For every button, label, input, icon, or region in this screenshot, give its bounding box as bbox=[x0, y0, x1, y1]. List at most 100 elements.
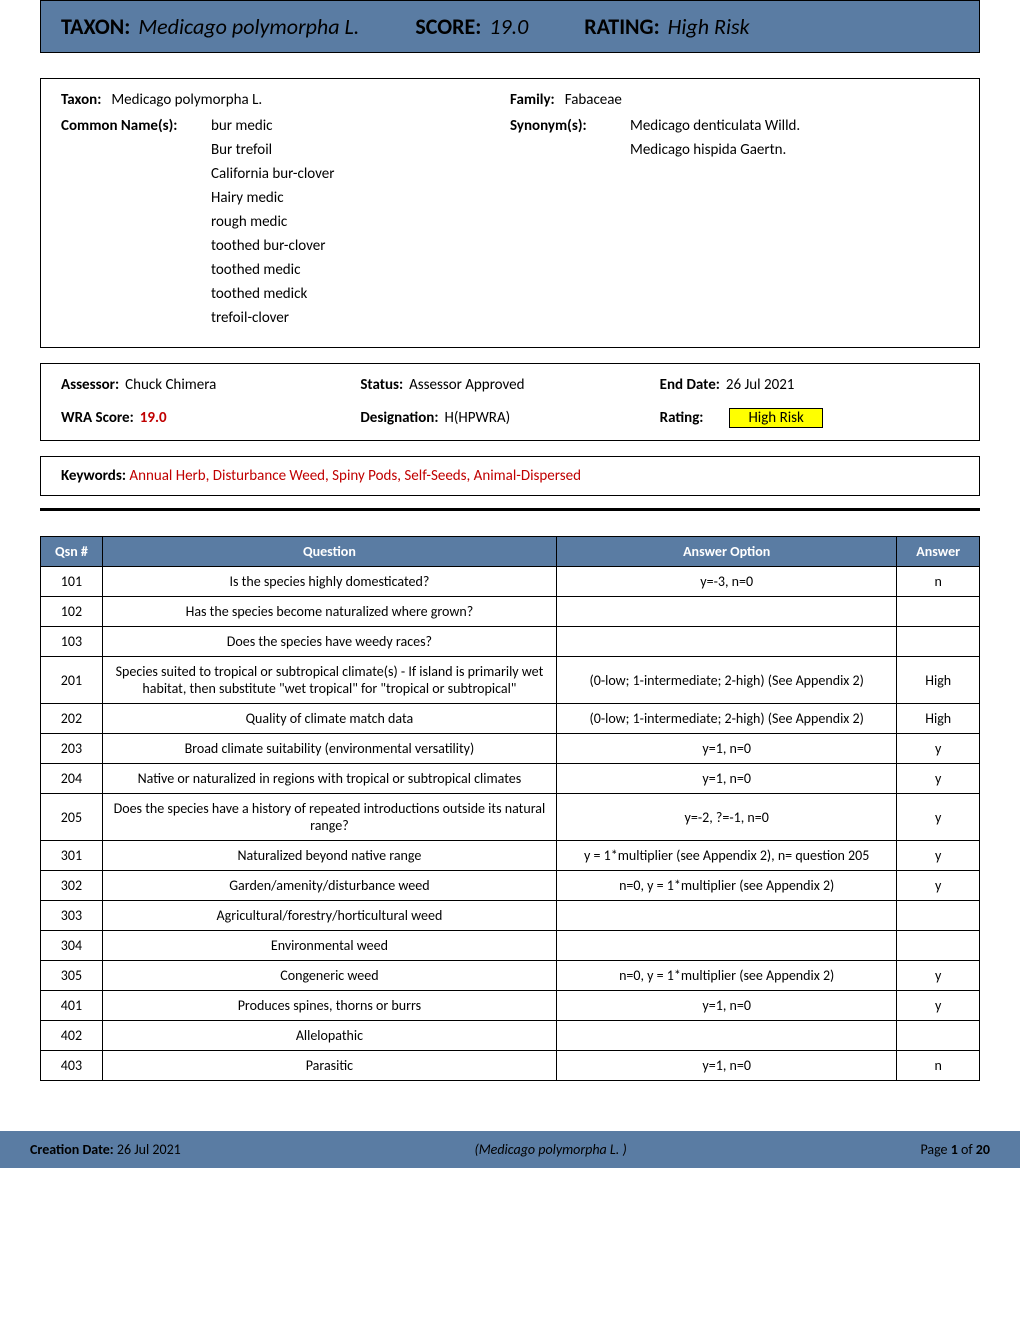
table-row: 203Broad climate suitability (environmen… bbox=[41, 734, 980, 764]
taxon-value: Medicago polymorpha L. bbox=[138, 13, 359, 40]
th-question: Question bbox=[102, 537, 556, 567]
designation-value: H(HPWRA) bbox=[444, 409, 510, 427]
common-name-item: rough medic bbox=[211, 213, 334, 231]
score-label: SCORE: bbox=[415, 13, 481, 40]
keywords-box: Keywords: Annual Herb, Disturbance Weed,… bbox=[40, 456, 980, 496]
cell-question: Is the species highly domesticated? bbox=[102, 567, 556, 597]
end-date-label: End Date: bbox=[660, 376, 720, 394]
common-name-item: California bur-clover bbox=[211, 165, 334, 183]
footer-bar: Creation Date: 26 Jul 2021 (Medicago pol… bbox=[0, 1131, 1020, 1168]
table-row: 202Quality of climate match data(0-low; … bbox=[41, 704, 980, 734]
cell-option: y=1, n=0 bbox=[556, 1051, 897, 1081]
cell-qsn: 205 bbox=[41, 794, 103, 841]
cell-option bbox=[556, 597, 897, 627]
cell-option bbox=[556, 931, 897, 961]
cell-qsn: 305 bbox=[41, 961, 103, 991]
taxon-info-box: Taxon: Medicago polymorpha L. Family: Fa… bbox=[40, 78, 980, 348]
cell-answer: High bbox=[897, 657, 980, 704]
cell-answer: n bbox=[897, 1051, 980, 1081]
cell-qsn: 101 bbox=[41, 567, 103, 597]
status-value: Assessor Approved bbox=[409, 376, 524, 394]
cell-qsn: 401 bbox=[41, 991, 103, 1021]
common-name-item: bur medic bbox=[211, 117, 334, 135]
th-option: Answer Option bbox=[556, 537, 897, 567]
page-of: of bbox=[961, 1141, 973, 1158]
cell-qsn: 202 bbox=[41, 704, 103, 734]
cell-qsn: 203 bbox=[41, 734, 103, 764]
cell-option: y=1, n=0 bbox=[556, 764, 897, 794]
rating-value: High Risk bbox=[668, 13, 750, 40]
table-row: 204Native or naturalized in regions with… bbox=[41, 764, 980, 794]
cell-answer bbox=[897, 901, 980, 931]
table-row: 305Congeneric weedn=0, y = 1*multiplier … bbox=[41, 961, 980, 991]
common-name-item: toothed medick bbox=[211, 285, 334, 303]
cell-qsn: 201 bbox=[41, 657, 103, 704]
assessor-value: Chuck Chimera bbox=[125, 376, 216, 394]
cell-option: y = 1*multiplier (see Appendix 2), n= qu… bbox=[556, 841, 897, 871]
cell-option: (0-low; 1-intermediate; 2-high) (See App… bbox=[556, 657, 897, 704]
cell-qsn: 302 bbox=[41, 871, 103, 901]
cell-option: y=1, n=0 bbox=[556, 734, 897, 764]
cell-answer: y bbox=[897, 991, 980, 1021]
cell-question: Native or naturalized in regions with tr… bbox=[102, 764, 556, 794]
cell-question: Naturalized beyond native range bbox=[102, 841, 556, 871]
section-divider bbox=[40, 508, 980, 511]
cell-answer: y bbox=[897, 794, 980, 841]
cell-answer: High bbox=[897, 704, 980, 734]
wra-score-value: 19.0 bbox=[140, 409, 167, 427]
cell-answer: y bbox=[897, 764, 980, 794]
cell-option bbox=[556, 1021, 897, 1051]
questions-table: Qsn # Question Answer Option Answer 101I… bbox=[40, 536, 980, 1081]
common-name-item: Bur trefoil bbox=[211, 141, 334, 159]
cell-option: y=-3, n=0 bbox=[556, 567, 897, 597]
cell-qsn: 301 bbox=[41, 841, 103, 871]
assessor-label: Assessor: bbox=[61, 376, 119, 394]
common-names-list: bur medic Bur trefoil California bur-clove… bbox=[211, 117, 334, 327]
footer-taxon: (Medicago polymorpha L. ) bbox=[474, 1141, 626, 1158]
cell-question: Species suited to tropical or subtropica… bbox=[102, 657, 556, 704]
table-row: 402Allelopathic bbox=[41, 1021, 980, 1051]
page-current: 1 bbox=[951, 1141, 958, 1158]
table-row: 205Does the species have a history of re… bbox=[41, 794, 980, 841]
cell-answer: y bbox=[897, 961, 980, 991]
assessor-box: Assessor: Chuck Chimera Status: Assessor A… bbox=[40, 363, 980, 441]
table-row: 304Environmental weed bbox=[41, 931, 980, 961]
cell-question: Garden/amenity/disturbance weed bbox=[102, 871, 556, 901]
cell-option: y=1, n=0 bbox=[556, 991, 897, 1021]
cell-answer bbox=[897, 931, 980, 961]
wra-score-label: WRA Score: bbox=[61, 409, 134, 427]
cell-qsn: 204 bbox=[41, 764, 103, 794]
cell-question: Congeneric weed bbox=[102, 961, 556, 991]
common-names-label: Common Name(s): bbox=[61, 117, 201, 327]
cell-qsn: 304 bbox=[41, 931, 103, 961]
rating-label: RATING: bbox=[584, 13, 659, 40]
cell-question: Quality of climate match data bbox=[102, 704, 556, 734]
creation-date-value: 26 Jul 2021 bbox=[117, 1141, 181, 1158]
cell-question: Has the species become naturalized where… bbox=[102, 597, 556, 627]
table-row: 201Species suited to tropical or subtrop… bbox=[41, 657, 980, 704]
cell-option: n=0, y = 1*multiplier (see Appendix 2) bbox=[556, 961, 897, 991]
creation-date-label: Creation Date: bbox=[30, 1141, 114, 1158]
keywords-label: Keywords: bbox=[61, 467, 126, 485]
cell-question: Environmental weed bbox=[102, 931, 556, 961]
synonym-item: Medicago hispida Gaertn. bbox=[630, 141, 800, 159]
cell-answer: n bbox=[897, 567, 980, 597]
cell-question: Broad climate suitability (environmental… bbox=[102, 734, 556, 764]
end-date-value: 26 Jul 2021 bbox=[726, 376, 795, 394]
keywords-value: Annual Herb, Disturbance Weed, Spiny Pod… bbox=[129, 467, 581, 485]
table-row: 401Produces spines, thorns or burrsy=1, … bbox=[41, 991, 980, 1021]
common-name-item: trefoil-clover bbox=[211, 309, 334, 327]
cell-option: n=0, y = 1*multiplier (see Appendix 2) bbox=[556, 871, 897, 901]
cell-answer bbox=[897, 597, 980, 627]
cell-qsn: 403 bbox=[41, 1051, 103, 1081]
cell-answer: y bbox=[897, 841, 980, 871]
cell-question: Does the species have a history of repea… bbox=[102, 794, 556, 841]
score-value: 19.0 bbox=[489, 13, 528, 40]
info-taxon-label: Taxon: bbox=[61, 91, 101, 109]
info-family-value: Fabaceae bbox=[565, 91, 622, 109]
cell-answer: y bbox=[897, 734, 980, 764]
status-label: Status: bbox=[360, 376, 403, 394]
synonyms-label: Synonym(s): bbox=[510, 117, 620, 159]
page-total: 20 bbox=[976, 1141, 990, 1158]
common-name-item: toothed medic bbox=[211, 261, 334, 279]
